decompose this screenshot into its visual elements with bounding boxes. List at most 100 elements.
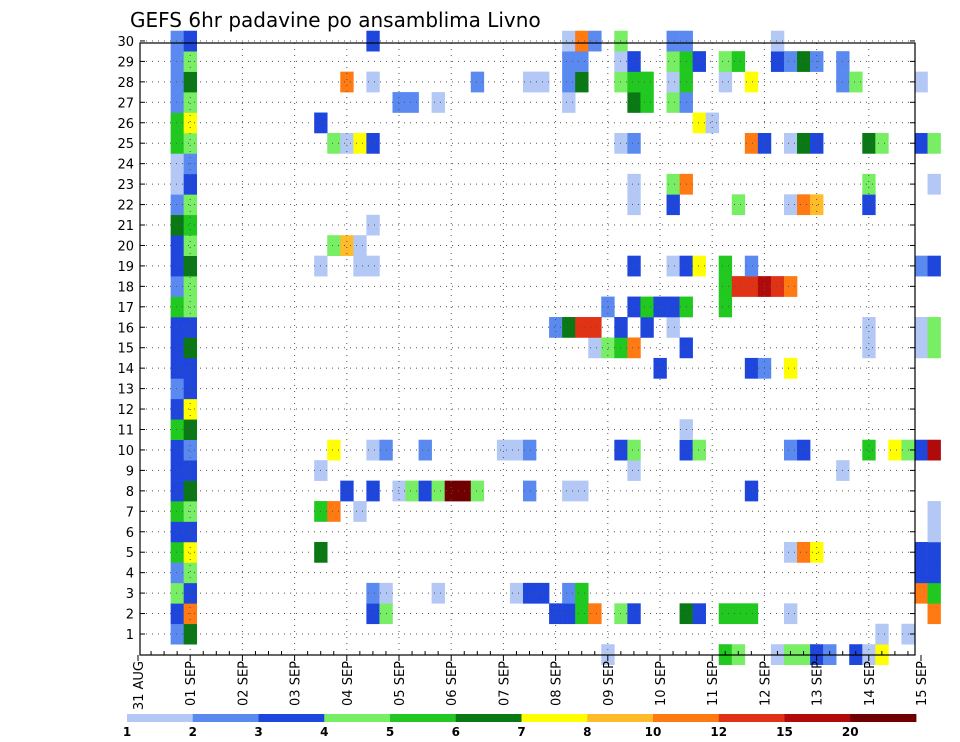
heatmap-cell — [170, 460, 184, 481]
y-tick-label: 25 — [117, 137, 134, 152]
y-tick-label: 15 — [117, 342, 134, 357]
heatmap-cell — [183, 173, 198, 195]
heatmap-cell — [183, 521, 198, 543]
y-tick-label: 16 — [117, 321, 134, 336]
heatmap-cell — [627, 439, 641, 461]
heatmap-cell — [614, 51, 628, 72]
heatmap-cell — [927, 317, 941, 338]
colorbar-swatch — [192, 714, 259, 722]
heatmap-cell — [783, 603, 798, 625]
y-tick-label: 9 — [126, 464, 134, 479]
heatmap-cell — [366, 582, 380, 604]
y-tick-label: 27 — [117, 96, 134, 111]
heatmap-cell — [170, 419, 184, 441]
y-tick-label: 7 — [126, 505, 134, 520]
heatmap-cell — [170, 153, 184, 175]
heatmap-cell — [170, 112, 184, 134]
heatmap-cell — [170, 255, 184, 277]
heatmap-cell — [627, 194, 641, 216]
x-tick-label: 15 SEP — [915, 661, 930, 706]
colorbar: 1 2 3 4 5 6 7 8 10 12 15 20 — [123, 714, 917, 739]
heatmap-cell — [927, 562, 941, 584]
x-tick-label: 03 SEP — [289, 661, 304, 706]
heatmap-cell — [366, 439, 380, 461]
x-tick-label: 13 SEP — [811, 661, 826, 706]
heatmap-cell — [366, 214, 380, 236]
heatmap-cell — [431, 582, 445, 604]
colorbar-label: 2 — [189, 725, 197, 739]
plot-frame — [139, 42, 916, 656]
y-tick-label: 12 — [117, 403, 134, 418]
heatmap-cell — [183, 30, 198, 52]
heatmap-cell — [692, 439, 706, 461]
heatmap-cell — [327, 501, 341, 522]
heatmap-cell — [183, 582, 198, 604]
heatmap-cell — [418, 480, 432, 502]
heatmap-cell — [588, 317, 602, 338]
colorbar-label: 7 — [517, 725, 525, 739]
y-tick-label: 19 — [117, 260, 134, 275]
heatmap-cell — [183, 317, 198, 338]
heatmap-cell — [640, 296, 654, 318]
y-tick-label: 24 — [117, 158, 134, 173]
heatmap-cell — [927, 603, 941, 625]
heatmap-cell — [614, 337, 628, 359]
colorbar-swatch — [455, 714, 522, 722]
heatmap-cell — [627, 603, 641, 625]
x-tick-label: 11 SEP — [706, 661, 721, 706]
heatmap-cell — [627, 71, 641, 93]
heatmap-cell — [353, 255, 367, 277]
heatmap-cell — [366, 30, 380, 52]
heatmap-cell — [366, 255, 380, 277]
heatmap-cell — [744, 71, 759, 93]
heatmap-cell — [914, 541, 928, 563]
heatmap-cell — [718, 276, 733, 297]
heatmap-cell — [770, 51, 785, 72]
heatmap-cell — [353, 132, 367, 154]
heatmap-cell — [640, 71, 654, 93]
heatmap-cell — [666, 30, 680, 52]
heatmap-cell — [170, 296, 184, 318]
heatmap-cell — [914, 71, 928, 93]
x-tick-label: 31 AUG — [132, 661, 147, 710]
heatmap-cell — [875, 623, 889, 645]
heatmap-cell — [170, 521, 184, 543]
heatmap-cell — [914, 582, 928, 604]
heatmap-cell — [575, 30, 589, 52]
heatmap-cell — [927, 255, 941, 277]
heatmap-cell — [170, 378, 184, 400]
heatmap-cell — [340, 132, 354, 154]
heatmap-cell — [509, 439, 524, 461]
heatmap-cell — [170, 439, 184, 461]
heatmap-cell — [366, 71, 380, 93]
heatmap-cell — [614, 439, 628, 461]
heatmap-cell — [718, 71, 733, 93]
heatmap-cell — [183, 235, 198, 256]
heatmap-cell — [183, 194, 198, 216]
heatmap-cell — [862, 317, 876, 338]
heatmap-cell — [692, 255, 706, 277]
colorbar-swatch — [390, 714, 457, 722]
heatmap-cell — [731, 603, 746, 625]
heatmap-cell — [170, 71, 184, 93]
y-tick-label: 11 — [117, 424, 134, 439]
y-tick-label: 28 — [117, 76, 134, 91]
heatmap-cell — [588, 30, 602, 52]
y-tick-label: 14 — [117, 362, 134, 377]
heatmap-cell — [614, 317, 628, 338]
heatmap-cell — [431, 92, 445, 113]
y-tick-label: 29 — [117, 55, 134, 70]
heatmap-cell — [797, 194, 811, 216]
y-tick-label: 1 — [126, 628, 134, 643]
heatmap-cell — [914, 132, 928, 154]
heatmap-cell — [888, 439, 902, 461]
heatmap-cell — [183, 276, 198, 297]
heatmap-cell — [744, 357, 759, 379]
heatmap-cell — [183, 71, 198, 93]
y-tick-label: 20 — [117, 239, 134, 254]
y-tick-label: 30 — [117, 35, 134, 50]
heatmap-cell — [640, 317, 654, 338]
heatmap-cell — [392, 92, 406, 113]
y-tick-label: 26 — [117, 117, 134, 132]
y-tick-label: 6 — [126, 526, 134, 541]
